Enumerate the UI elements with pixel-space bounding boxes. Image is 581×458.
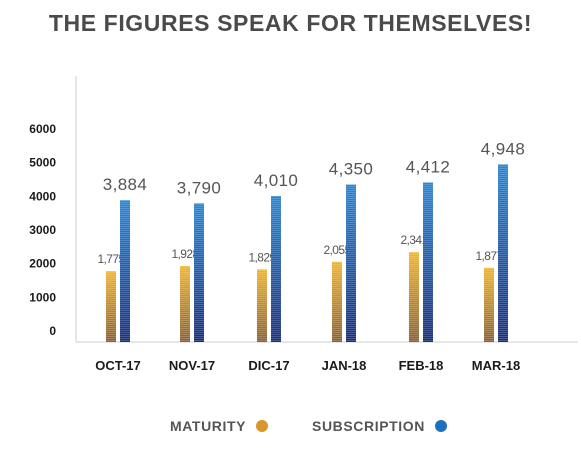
y-tick-label: 5000 <box>29 156 56 170</box>
bar-texture-maturity <box>484 267 494 342</box>
bar-texture-subscription <box>194 203 204 342</box>
data-label-subscription: 4,948 <box>481 139 526 158</box>
y-tick-label: 1000 <box>29 290 56 304</box>
bar-texture-maturity <box>332 261 342 342</box>
bar-texture-subscription <box>498 164 508 342</box>
data-label-maturity: 1,877 <box>475 249 503 263</box>
y-tick-label: 2000 <box>29 257 56 271</box>
bar-texture-maturity <box>106 271 116 342</box>
data-label-maturity: 2,055 <box>323 243 351 257</box>
data-label-maturity: 1,775 <box>97 252 125 266</box>
legend-item-maturity: MATURITY <box>170 418 269 434</box>
data-label-maturity: 1,928 <box>171 247 199 261</box>
y-tick-label: 4000 <box>29 189 56 203</box>
data-label-subscription: 4,010 <box>254 171 299 190</box>
x-tick-label: OCT-17 <box>95 358 141 373</box>
chart-title: THE FIGURES SPEAK FOR THEMSELVES! <box>48 10 533 36</box>
x-tick-label: DIC-17 <box>248 358 289 373</box>
legend-label-maturity: MATURITY <box>170 418 247 434</box>
bar-texture-maturity <box>409 252 419 342</box>
data-label-maturity: 2,341 <box>400 233 428 247</box>
y-tick-label: 3000 <box>29 223 56 237</box>
legend-item-subscription: SUBSCRIPTION <box>312 418 447 434</box>
bar-texture-subscription <box>346 184 356 342</box>
x-tick-label: FEB-18 <box>399 358 444 373</box>
data-label-subscription: 3,884 <box>103 175 148 194</box>
x-tick-label: MAR-18 <box>472 358 520 373</box>
y-tick-label: 6000 <box>29 122 56 136</box>
data-label-subscription: 3,790 <box>177 178 222 197</box>
bar-texture-maturity <box>257 269 267 342</box>
legend-marker-subscription <box>435 420 447 432</box>
data-label-subscription: 4,412 <box>406 157 451 176</box>
x-tick-label: JAN-18 <box>322 358 367 373</box>
data-label-subscription: 4,350 <box>329 160 374 179</box>
x-tick-label: NOV-17 <box>169 358 215 373</box>
y-tick-label: 0 <box>49 324 56 338</box>
bar-texture-subscription <box>271 195 281 342</box>
legend-label-subscription: SUBSCRIPTION <box>312 418 425 434</box>
bar-texture-subscription <box>120 200 130 342</box>
bar-texture-maturity <box>180 266 190 342</box>
bar-texture-subscription <box>423 182 433 342</box>
legend: MATURITY SUBSCRIPTION <box>0 418 581 442</box>
legend-marker-maturity <box>256 420 269 432</box>
data-label-maturity: 1,829 <box>248 250 276 264</box>
